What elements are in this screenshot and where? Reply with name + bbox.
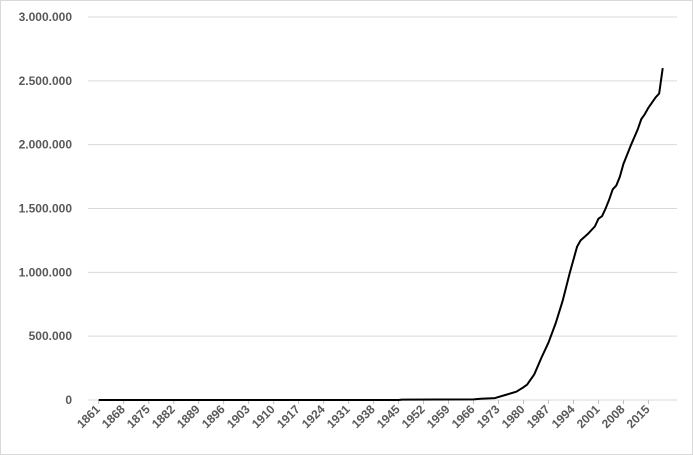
line-series	[98, 67, 664, 401]
y-tick-label: 500.000	[29, 329, 73, 343]
y-tick-label: 2.000.000	[19, 138, 73, 152]
y-tick-label: 3.000.000	[19, 10, 73, 24]
y-tick-label: 2.500.000	[19, 74, 73, 88]
y-tick-label: 0	[65, 393, 72, 407]
y-tick-label: 1.500.000	[19, 202, 73, 216]
y-tick-label: 1.000.000	[19, 265, 73, 279]
